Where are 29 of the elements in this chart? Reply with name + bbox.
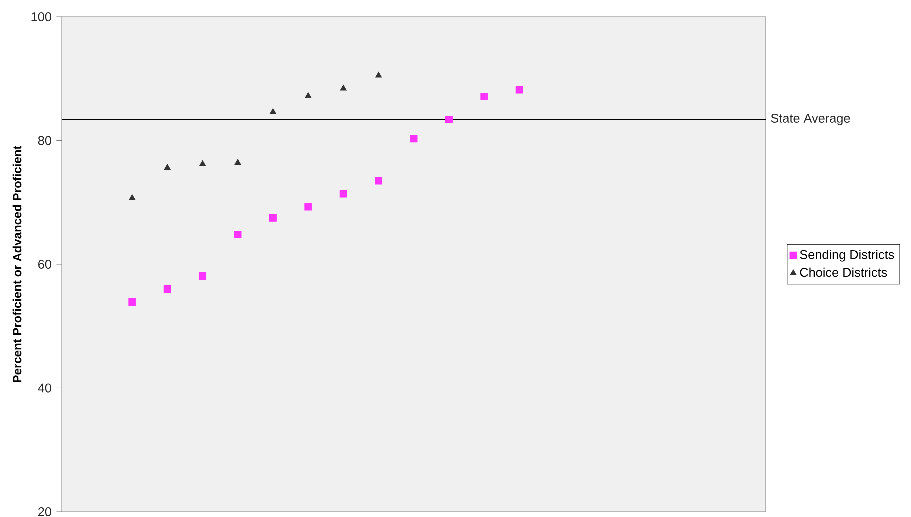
point: [128, 298, 136, 306]
point: [480, 93, 488, 101]
legend-label: Choice Districts: [800, 268, 888, 278]
y-axis-title: Percent Proficient or Advanced Proficient: [12, 146, 22, 382]
y-tick-label: 80: [38, 136, 52, 146]
legend-label: Sending Districts: [800, 250, 894, 262]
point: [234, 231, 242, 239]
point: [269, 214, 277, 222]
point: [445, 116, 453, 124]
point: [340, 85, 347, 91]
point: [305, 92, 312, 98]
point: [270, 108, 276, 114]
point: [340, 190, 348, 198]
point: [200, 160, 206, 166]
y-tick-label: 100: [32, 12, 52, 22]
point: [304, 203, 312, 211]
point: [516, 86, 524, 94]
y-tick-label: 20: [38, 508, 52, 516]
ref-line-label: State Average: [771, 114, 850, 126]
point: [164, 164, 171, 170]
point: [129, 194, 136, 200]
point: [410, 135, 418, 143]
point: [234, 159, 242, 166]
point: [376, 72, 382, 78]
y-tick-label: 40: [38, 384, 52, 393]
y-tick-label: 60: [38, 260, 52, 269]
point: [199, 272, 207, 280]
point: [164, 286, 172, 293]
point: [375, 177, 383, 185]
